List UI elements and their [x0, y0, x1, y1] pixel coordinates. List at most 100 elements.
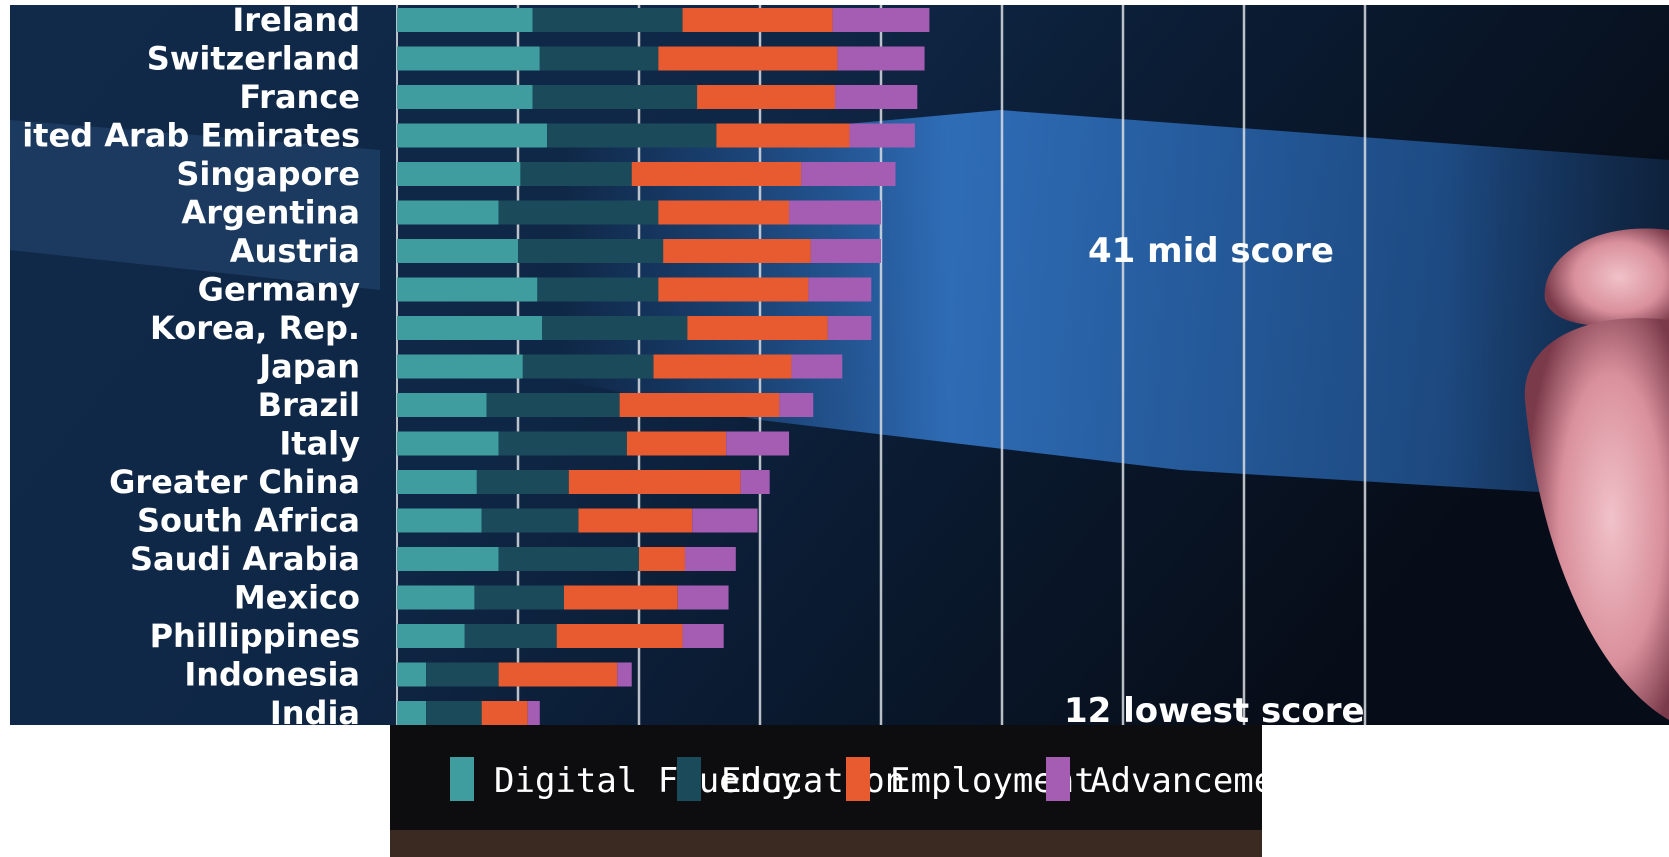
- bar-segment: [464, 624, 557, 648]
- bar-segment: [397, 123, 548, 148]
- bar-segment: [677, 585, 729, 610]
- bar-segment: [397, 8, 533, 32]
- category-label: Brazil: [258, 386, 360, 424]
- category-label: Argentina: [181, 194, 360, 232]
- bar-segment: [498, 431, 627, 456]
- category-label: France: [239, 78, 360, 116]
- bar-segment: [498, 662, 618, 687]
- legend-swatch: [450, 757, 474, 801]
- bar-segment: [578, 508, 693, 533]
- legend-swatch: [677, 757, 701, 801]
- bar-segment: [397, 624, 465, 648]
- bar-segment: [684, 547, 736, 571]
- legend-box: [390, 725, 1262, 830]
- bar-segment: [563, 585, 678, 610]
- category-label: Mexico: [234, 579, 360, 617]
- bar-segment: [556, 624, 683, 648]
- bar-segment: [397, 701, 427, 725]
- bar-segment: [832, 8, 930, 32]
- category-label: ited Arab Emirates: [22, 117, 360, 155]
- bar-segment: [617, 662, 632, 687]
- bar-segment: [849, 123, 915, 148]
- bar-segment: [740, 470, 770, 494]
- bar-segment: [397, 85, 533, 109]
- bar-segment: [658, 200, 790, 225]
- bar-segment: [520, 162, 632, 186]
- bar-segment: [631, 162, 802, 186]
- bar-segment: [532, 8, 683, 32]
- bar-segment: [481, 701, 528, 725]
- bar-segment: [827, 316, 872, 340]
- bar-segment: [397, 316, 543, 340]
- mid-score-annotation: 41 mid score: [1088, 231, 1334, 271]
- bar-segment: [687, 316, 828, 340]
- bar-segment: [518, 239, 664, 263]
- bar-segment: [397, 393, 487, 417]
- category-label: Saudi Arabia: [130, 540, 360, 578]
- bar-segment: [716, 123, 850, 148]
- bar-segment: [397, 431, 499, 456]
- bar-segment: [474, 585, 564, 610]
- bar-segment: [692, 508, 758, 533]
- bar-segment: [397, 162, 521, 186]
- bar-segment: [397, 277, 538, 302]
- bar-segment: [397, 547, 499, 571]
- legend-swatch: [846, 757, 870, 801]
- bar-segment: [397, 46, 540, 71]
- category-label: Switzerland: [147, 40, 360, 78]
- bar-segment: [801, 162, 896, 186]
- category-label: Italy: [279, 425, 360, 463]
- legend-bottom-strip: [390, 830, 1262, 857]
- bar-segment: [397, 239, 518, 263]
- legend-swatch: [1046, 757, 1070, 801]
- bar-segment: [568, 470, 741, 494]
- finger-shape: [1544, 228, 1669, 326]
- bar-segment: [791, 354, 843, 379]
- bar-segment: [639, 547, 685, 571]
- bar-segment: [835, 85, 918, 109]
- bar-segment: [397, 354, 523, 379]
- bar-segment: [547, 123, 717, 148]
- lowest-score-annotation: 12 lowest score: [1064, 691, 1365, 731]
- bar-segment: [658, 46, 838, 71]
- legend-label: Education: [721, 761, 905, 801]
- bar-segment: [426, 662, 499, 687]
- bar-segment: [726, 431, 790, 456]
- bar-segment: [542, 316, 688, 340]
- bar-segment: [837, 46, 925, 71]
- light-streak-bottom: [10, 120, 380, 290]
- bar-segment: [476, 470, 569, 494]
- bar-segment: [697, 85, 836, 109]
- bar-segment: [486, 393, 620, 417]
- bar-segment: [397, 662, 427, 687]
- bar-segment: [810, 239, 881, 263]
- category-label: Germany: [198, 271, 360, 309]
- bar-segment: [426, 701, 482, 725]
- bar-segment: [397, 585, 475, 610]
- bar-segment: [808, 277, 872, 302]
- bar-segment: [498, 200, 659, 225]
- bar-segment: [682, 624, 724, 648]
- bar-segment: [522, 354, 654, 379]
- finger-shape-lower: [1524, 318, 1669, 720]
- bar-segment: [779, 393, 814, 417]
- category-label: Greater China: [109, 463, 360, 501]
- category-label: South Africa: [137, 502, 360, 540]
- bar-segment: [527, 701, 540, 725]
- bar-segment: [653, 354, 792, 379]
- bar-segment: [481, 508, 579, 533]
- bar-segment: [397, 200, 499, 225]
- category-label: Ireland: [232, 1, 360, 39]
- bar-segment: [539, 46, 659, 71]
- category-label: Phillippines: [150, 617, 360, 655]
- category-label: Korea, Rep.: [150, 309, 360, 347]
- bar-segment: [789, 200, 881, 225]
- category-label: Singapore: [176, 155, 360, 193]
- category-label: India: [270, 694, 360, 732]
- bar-segment: [663, 239, 811, 263]
- category-label: Indonesia: [184, 656, 360, 694]
- bar-segment: [397, 508, 482, 533]
- bar-segment: [626, 431, 727, 456]
- bar-segment: [619, 393, 780, 417]
